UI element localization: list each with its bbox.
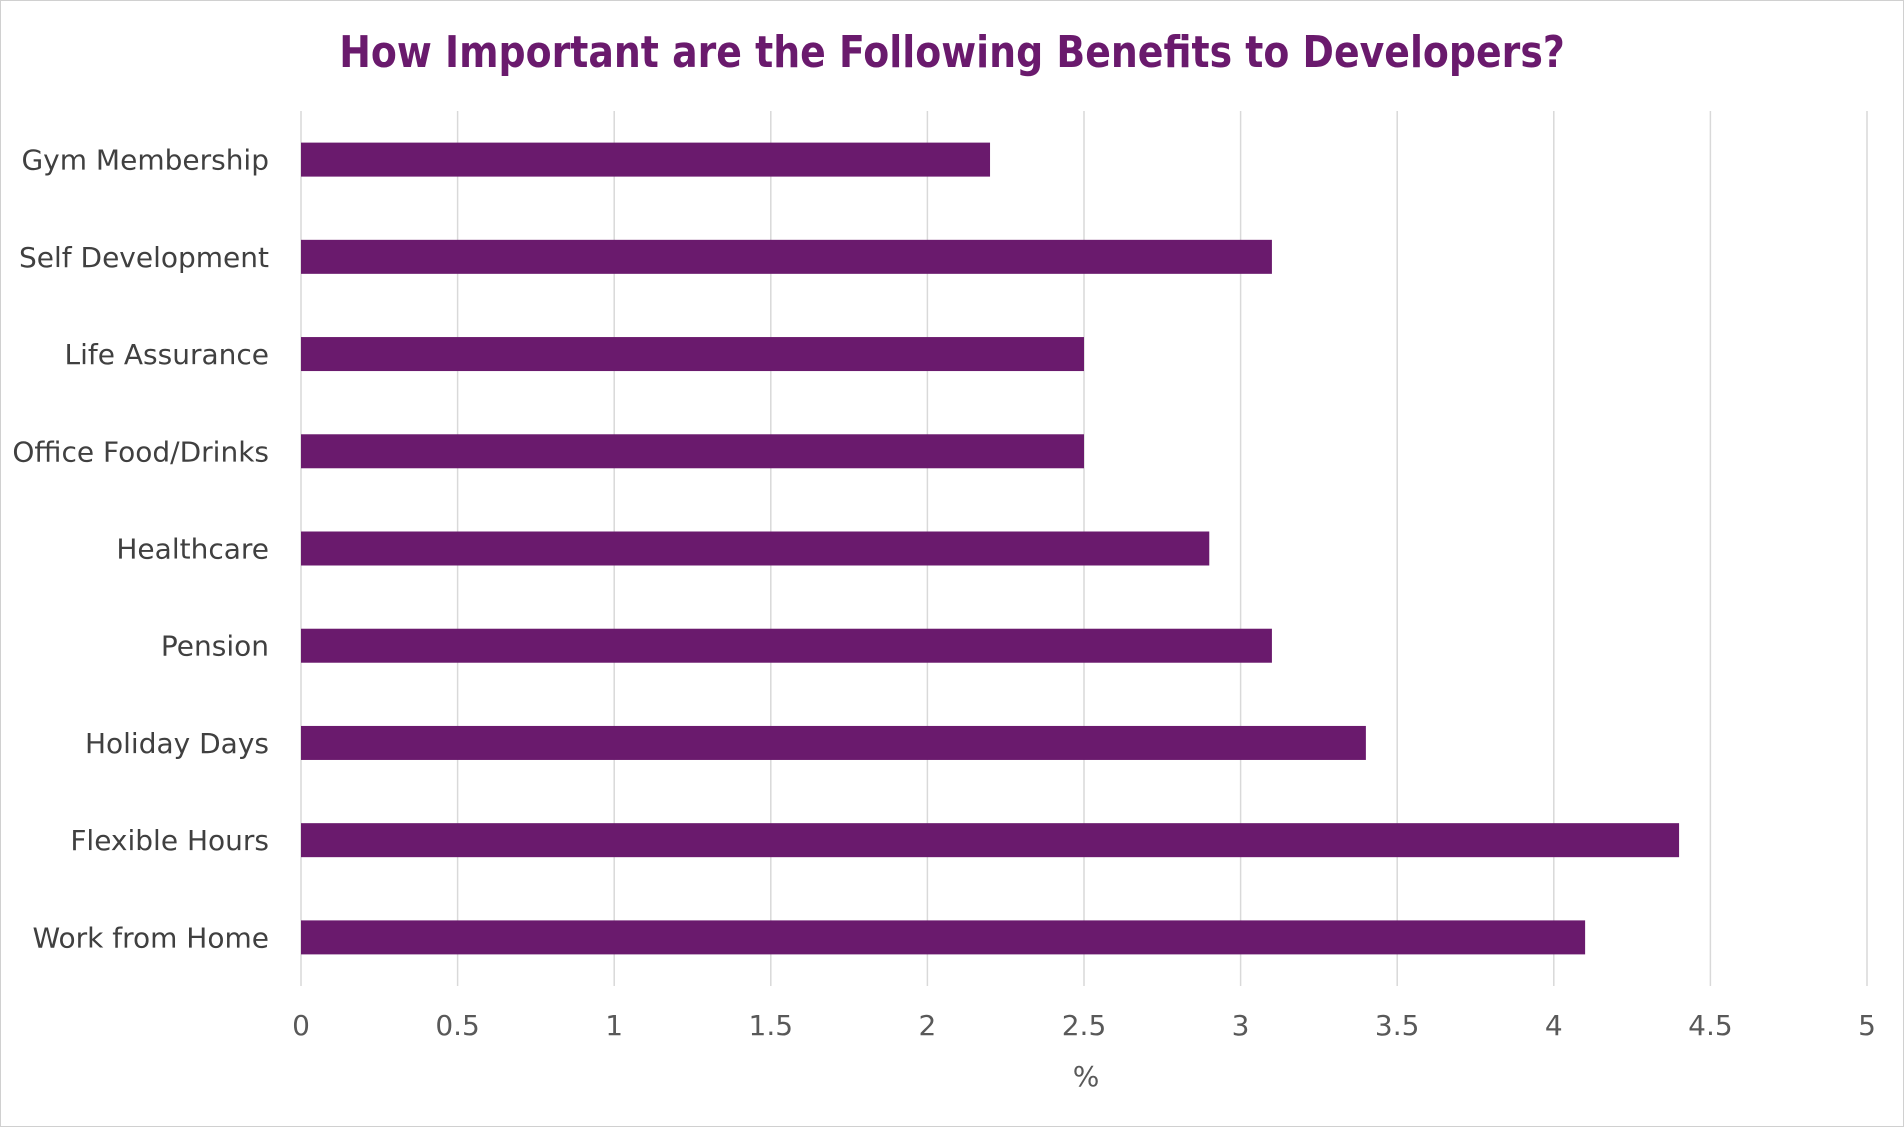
x-tick-label: 1: [605, 1009, 623, 1042]
bar: [301, 920, 1586, 955]
bar: [301, 823, 1680, 858]
x-tick-label: 4.5: [1688, 1009, 1733, 1042]
bar: [301, 239, 1272, 274]
x-tick-label: 4: [1545, 1009, 1563, 1042]
bar: [301, 531, 1210, 566]
x-tick-labels: 0 0.5 1 1.5 2 2.5 3 3.5 4 4.5 5: [292, 1009, 1876, 1042]
category-label: Gym Membership: [21, 144, 269, 177]
x-tick-label: 3.5: [1375, 1009, 1420, 1042]
x-tick-label: 3: [1232, 1009, 1250, 1042]
category-labels: Work from Home Flexible Hours Holiday Days…: [12, 144, 269, 955]
bars: [301, 142, 1680, 955]
x-tick-label: 1.5: [749, 1009, 794, 1042]
x-tick-label: 5: [1858, 1009, 1876, 1042]
x-tick-label: 0: [292, 1009, 310, 1042]
x-tick-label: 2.5: [1062, 1009, 1107, 1042]
category-label: Office Food/Drinks: [12, 435, 269, 468]
bar: [301, 725, 1366, 760]
bar: [301, 142, 991, 177]
bar: [301, 628, 1272, 663]
x-tick-label: 2: [918, 1009, 936, 1042]
category-label: Work from Home: [32, 921, 269, 954]
category-label: Pension: [161, 630, 269, 663]
category-label: Self Development: [19, 241, 269, 274]
bar: [301, 434, 1084, 469]
chart-title: How Important are the Following Benefits…: [339, 27, 1565, 78]
category-label: Holiday Days: [85, 727, 269, 760]
x-tick-label: 0.5: [435, 1009, 480, 1042]
category-label: Healthcare: [116, 533, 269, 566]
bar: [301, 337, 1084, 372]
category-label: Life Assurance: [65, 338, 269, 371]
x-axis-title: %: [1073, 1060, 1100, 1093]
category-label: Flexible Hours: [70, 824, 269, 857]
